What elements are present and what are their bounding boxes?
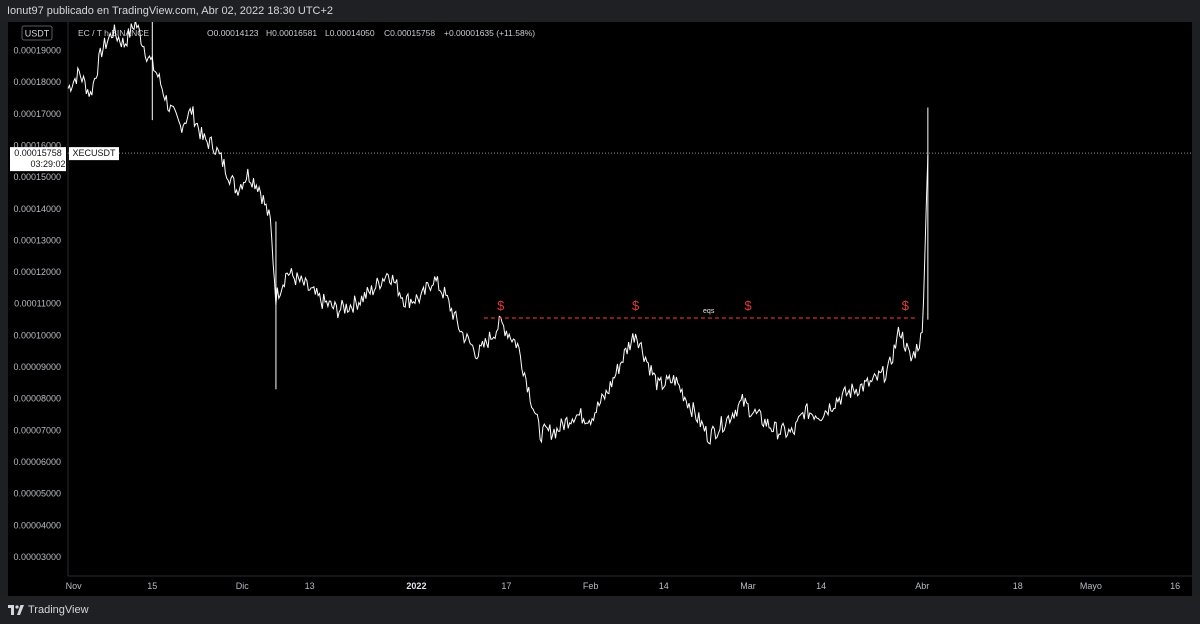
price-series-line bbox=[67, 20, 929, 445]
y-tick-label: 0.00007000 bbox=[13, 425, 61, 435]
series-layer bbox=[67, 20, 929, 445]
last-price-value: 0.00015758 bbox=[14, 148, 62, 158]
liquidity-marker[interactable]: $ bbox=[744, 298, 752, 313]
x-tick-label: Mar bbox=[740, 581, 756, 591]
x-tick-label: 14 bbox=[816, 581, 826, 591]
currency-badge[interactable]: USDT bbox=[21, 25, 53, 41]
y-tick-label: 0.00017000 bbox=[13, 109, 61, 119]
y-tick-label: 0.00016000 bbox=[13, 140, 61, 150]
x-tick-label: 2022 bbox=[406, 581, 426, 591]
y-tick-label: 0.00003000 bbox=[13, 552, 61, 562]
y-tick-label: 0.00005000 bbox=[13, 489, 61, 499]
publish-header: Ionut97 publicado en TradingView.com, Ab… bbox=[0, 0, 1200, 22]
y-tick-label: 0.00009000 bbox=[13, 362, 61, 372]
legend-change: +0.00001635 (+11.58%) bbox=[444, 28, 535, 38]
y-tick-label: 0.00019000 bbox=[13, 45, 61, 55]
eqs-label: eqs bbox=[703, 308, 715, 315]
legend-open: O0.00014123 bbox=[207, 28, 259, 38]
legend-low: L0.00014050 bbox=[325, 28, 375, 38]
tradingview-logo-icon bbox=[8, 605, 24, 615]
publish-line: Ionut97 publicado en TradingView.com, Ab… bbox=[7, 5, 334, 17]
x-tick-label: 13 bbox=[305, 581, 315, 591]
ohlc-legend: EC / T h BINANCE O0.00014123 H0.00016581… bbox=[78, 28, 535, 38]
y-tick-label: 0.00012000 bbox=[13, 267, 61, 277]
liquidity-marker[interactable]: $ bbox=[632, 298, 640, 313]
y-tick-label: 0.00004000 bbox=[13, 520, 61, 530]
x-axis[interactable]: Nov 15 Dic 13 2022 17 Feb 14 Mar 14 Abr 18 Mayo 16 bbox=[66, 581, 1181, 591]
annotation-layer[interactable]: $ $ $ $ eqs bbox=[483, 298, 917, 319]
x-tick-label: Nov bbox=[66, 581, 83, 591]
chart-area[interactable]: USDT EC / T h BINANCE O0.00014123 H0.000… bbox=[8, 20, 1192, 596]
x-tick-label: 16 bbox=[1170, 581, 1180, 591]
x-tick-label: 18 bbox=[1013, 581, 1023, 591]
footer-bar: TradingView bbox=[0, 596, 1200, 624]
currency-badge-label: USDT bbox=[25, 29, 50, 39]
legend-close: C0.00015758 bbox=[384, 28, 435, 38]
x-tick-label: Dic bbox=[236, 581, 249, 591]
countdown-label: 03:29:02 bbox=[30, 159, 65, 169]
y-axis[interactable]: 0.00019000 0.00018000 0.00017000 0.00016000… bbox=[13, 45, 61, 562]
y-tick-label: 0.00018000 bbox=[13, 77, 61, 87]
x-tick-label: Feb bbox=[583, 581, 599, 591]
price-chart[interactable]: USDT EC / T h BINANCE O0.00014123 H0.000… bbox=[8, 20, 1192, 596]
legend-high: H0.00016581 bbox=[266, 28, 317, 38]
y-tick-label: 0.00006000 bbox=[13, 457, 61, 467]
y-tick-label: 0.00010000 bbox=[13, 330, 61, 340]
y-tick-label: 0.00013000 bbox=[13, 235, 61, 245]
brand-label: TradingView bbox=[28, 604, 89, 616]
y-tick-label: 0.00014000 bbox=[13, 204, 61, 214]
y-tick-label: 0.00008000 bbox=[13, 394, 61, 404]
x-tick-label: Mayo bbox=[1080, 581, 1102, 591]
y-tick-label: 0.00015000 bbox=[13, 172, 61, 182]
last-price-tag: 0.00015758 03:29:02 XECUSDT bbox=[10, 147, 119, 172]
liquidity-marker[interactable]: $ bbox=[902, 298, 910, 313]
liquidity-marker[interactable]: $ bbox=[497, 298, 505, 313]
x-tick-label: Abr bbox=[915, 581, 929, 591]
x-tick-label: 14 bbox=[659, 581, 669, 591]
symbol-tag: XECUSDT bbox=[72, 148, 116, 158]
y-tick-label: 0.00011000 bbox=[14, 299, 61, 309]
x-tick-label: 15 bbox=[147, 581, 157, 591]
x-tick-label: 17 bbox=[501, 581, 511, 591]
tradingview-brand[interactable]: TradingView bbox=[8, 604, 89, 616]
